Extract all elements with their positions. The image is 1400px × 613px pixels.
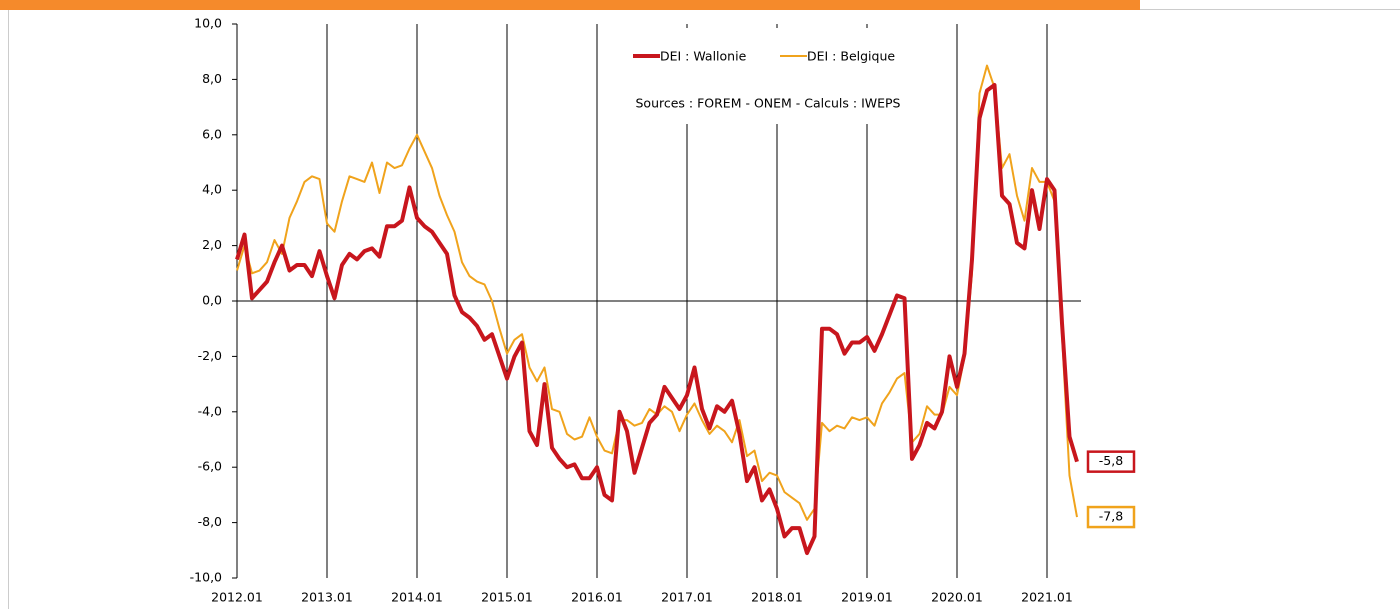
y-tick-label: 2,0 bbox=[202, 237, 222, 252]
annotation: Sources : FOREM - ONEM - Calculs : IWEPS bbox=[635, 96, 900, 111]
x-tick-label: 2016.01 bbox=[571, 590, 623, 605]
y-tick-label: -4,0 bbox=[198, 403, 222, 418]
x-tick-label: 2021.01 bbox=[1021, 590, 1073, 605]
y-tick-label: -2,0 bbox=[198, 348, 222, 363]
y-tick-label: 10,0 bbox=[194, 16, 222, 31]
x-tick-label: 2018.01 bbox=[751, 590, 803, 605]
header-bar bbox=[0, 0, 1140, 10]
y-tick-label: -8,0 bbox=[198, 514, 222, 529]
legend: DEI : Wallonie DEI : Belgique bbox=[633, 49, 895, 64]
x-tick-label: 2020.01 bbox=[931, 590, 983, 605]
legend-label: DEI : Belgique bbox=[807, 49, 895, 64]
y-tick-label: 6,0 bbox=[202, 126, 222, 141]
end-label-box bbox=[1086, 505, 1136, 529]
y-tick-label: 8,0 bbox=[202, 71, 222, 86]
x-tick-label: 2017.01 bbox=[661, 590, 713, 605]
series-line bbox=[236, 64, 1078, 521]
plot bbox=[235, 24, 1081, 578]
x-tick-label: 2019.01 bbox=[841, 590, 893, 605]
x-tick-label: 2013.01 bbox=[301, 590, 353, 605]
y-tick-label: 0,0 bbox=[202, 293, 222, 308]
legend-label: DEI : Wallonie bbox=[660, 49, 747, 64]
end-label: -7,8 bbox=[1099, 509, 1123, 524]
y-tick-label: -6,0 bbox=[198, 459, 222, 474]
y-tick-label: -10,0 bbox=[190, 570, 222, 585]
x-tick-label: 2012.01 bbox=[211, 590, 263, 605]
end-label-box bbox=[1086, 450, 1136, 473]
x-tick-label: 2014.01 bbox=[391, 590, 443, 605]
legend-box bbox=[600, 28, 936, 124]
y-tick-label: 4,0 bbox=[202, 182, 222, 197]
end-label: -5,8 bbox=[1099, 453, 1123, 468]
x-tick-label: 2015.01 bbox=[481, 590, 533, 605]
series-line bbox=[235, 82, 1079, 556]
